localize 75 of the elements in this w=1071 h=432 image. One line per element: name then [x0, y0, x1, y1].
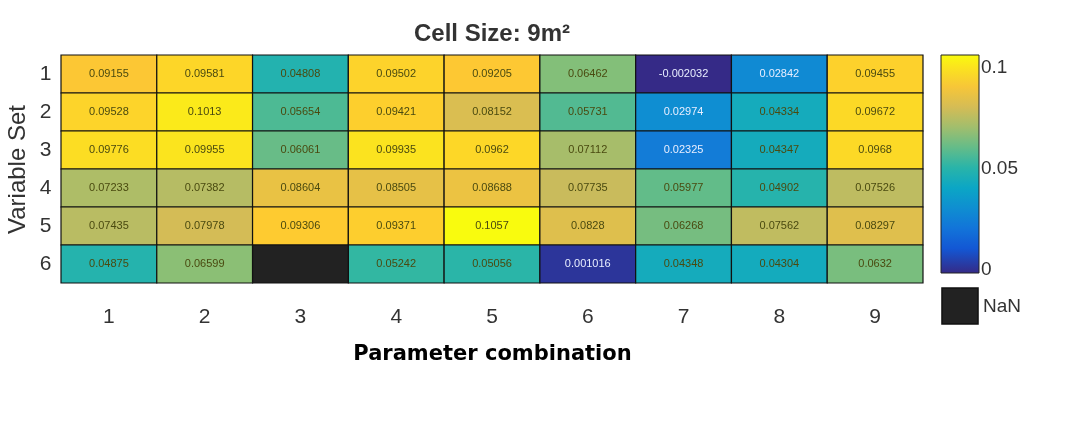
y-tick-label: 5 — [39, 213, 52, 236]
data-label: 0.04902 — [759, 181, 800, 193]
y-tick-label: 3 — [39, 137, 52, 160]
data-label: 0.08604 — [280, 181, 321, 193]
text: NaN — [983, 295, 1022, 316]
data-label: 0.04347 — [759, 143, 800, 155]
data-label: 0.09935 — [376, 143, 417, 155]
data-label: 0.09581 — [184, 67, 225, 79]
data-label: 0.1013 — [187, 105, 222, 117]
x-tick-label: 7 — [677, 303, 690, 327]
color-bar-label: 0 — [981, 257, 992, 279]
data-label: 0.06462 — [567, 67, 608, 79]
data-label: 0.07112 — [568, 143, 608, 155]
data-label: 0.07526 — [855, 181, 895, 193]
x-tick-label: 2 — [198, 303, 211, 327]
x-tick-label: 1 — [103, 303, 115, 327]
data-label: 0.05242 — [376, 257, 417, 269]
x-axis-title: Parameter combination — [353, 340, 632, 365]
data-label: 0.04334 — [759, 105, 800, 117]
data-label: 0.09776 — [89, 143, 129, 155]
data-label: 0.08152 — [472, 105, 512, 117]
x-tick-label: 6 — [581, 303, 594, 327]
y-tick-label: 1 — [39, 61, 52, 84]
data-label: 0.07562 — [759, 219, 800, 231]
data-label: 0.05056 — [472, 257, 512, 269]
y-axis-title: Variable Set — [2, 104, 30, 234]
data-label: 0.02974 — [663, 105, 704, 117]
data-label: 0.09955 — [184, 143, 225, 155]
data-label: 0.05977 — [663, 181, 704, 193]
data-label: 0.05654 — [280, 105, 321, 117]
data-label: 0.0962 — [475, 143, 509, 155]
data-label: 0.08688 — [472, 181, 512, 193]
data-label: 0.09672 — [855, 105, 895, 117]
data-label: 0.09455 — [855, 67, 895, 79]
y-tick-label: 6 — [39, 251, 52, 274]
data-label: 0.0632 — [858, 257, 892, 269]
data-label: 0.09371 — [376, 219, 417, 231]
x-tick-label: 5 — [486, 303, 498, 327]
data-label: 0.09528 — [89, 105, 129, 117]
x-tick-label: 9 — [869, 303, 881, 327]
data-label: 0.07978 — [184, 219, 225, 231]
x-tick-label: 8 — [773, 303, 786, 327]
data-label: 0.0968 — [858, 143, 892, 155]
data-label: 0.02842 — [759, 67, 800, 79]
data-label: -0.002032 — [658, 67, 709, 79]
data-label: 0.09205 — [472, 67, 512, 79]
data-label: 0.08297 — [855, 219, 895, 231]
data-label: 0.07735 — [567, 181, 608, 193]
data-label: 0.09306 — [280, 219, 321, 231]
data-label: 0.07382 — [184, 181, 225, 193]
data-label: 0.05731 — [567, 105, 608, 117]
data-label: 0.001016 — [564, 257, 611, 269]
data-label: 0.06061 — [280, 143, 321, 155]
color-bar-label: 0.05 — [981, 156, 1018, 178]
data-label: 0.07233 — [89, 181, 129, 193]
y-tick-label: 4 — [39, 175, 52, 198]
data-label: 0.06599 — [184, 257, 225, 269]
data-label: 0.0828 — [570, 219, 605, 231]
data-label: 0.06268 — [663, 219, 704, 231]
data-label: 0.09155 — [89, 67, 129, 79]
data-label: 0.07435 — [89, 219, 129, 231]
color-bar-label: 0.1 — [981, 55, 1008, 77]
data-label: 0.09421 — [376, 105, 417, 117]
data-label: 0.02325 — [663, 143, 704, 155]
x-tick-label: 4 — [390, 303, 403, 327]
data-label: 0.08505 — [376, 181, 417, 193]
data-label: 0.09502 — [376, 67, 417, 79]
data-label: 0.04304 — [759, 257, 800, 269]
data-label: 0.04875 — [89, 257, 129, 269]
x-tick-label: 3 — [294, 303, 307, 327]
chart-title: Cell Size: 9m² — [413, 19, 571, 47]
data-label: 0.04348 — [663, 257, 704, 269]
data-label: 0.1057 — [475, 219, 509, 231]
y-tick-label: 2 — [39, 99, 52, 122]
data-label: 0.04808 — [280, 67, 321, 79]
